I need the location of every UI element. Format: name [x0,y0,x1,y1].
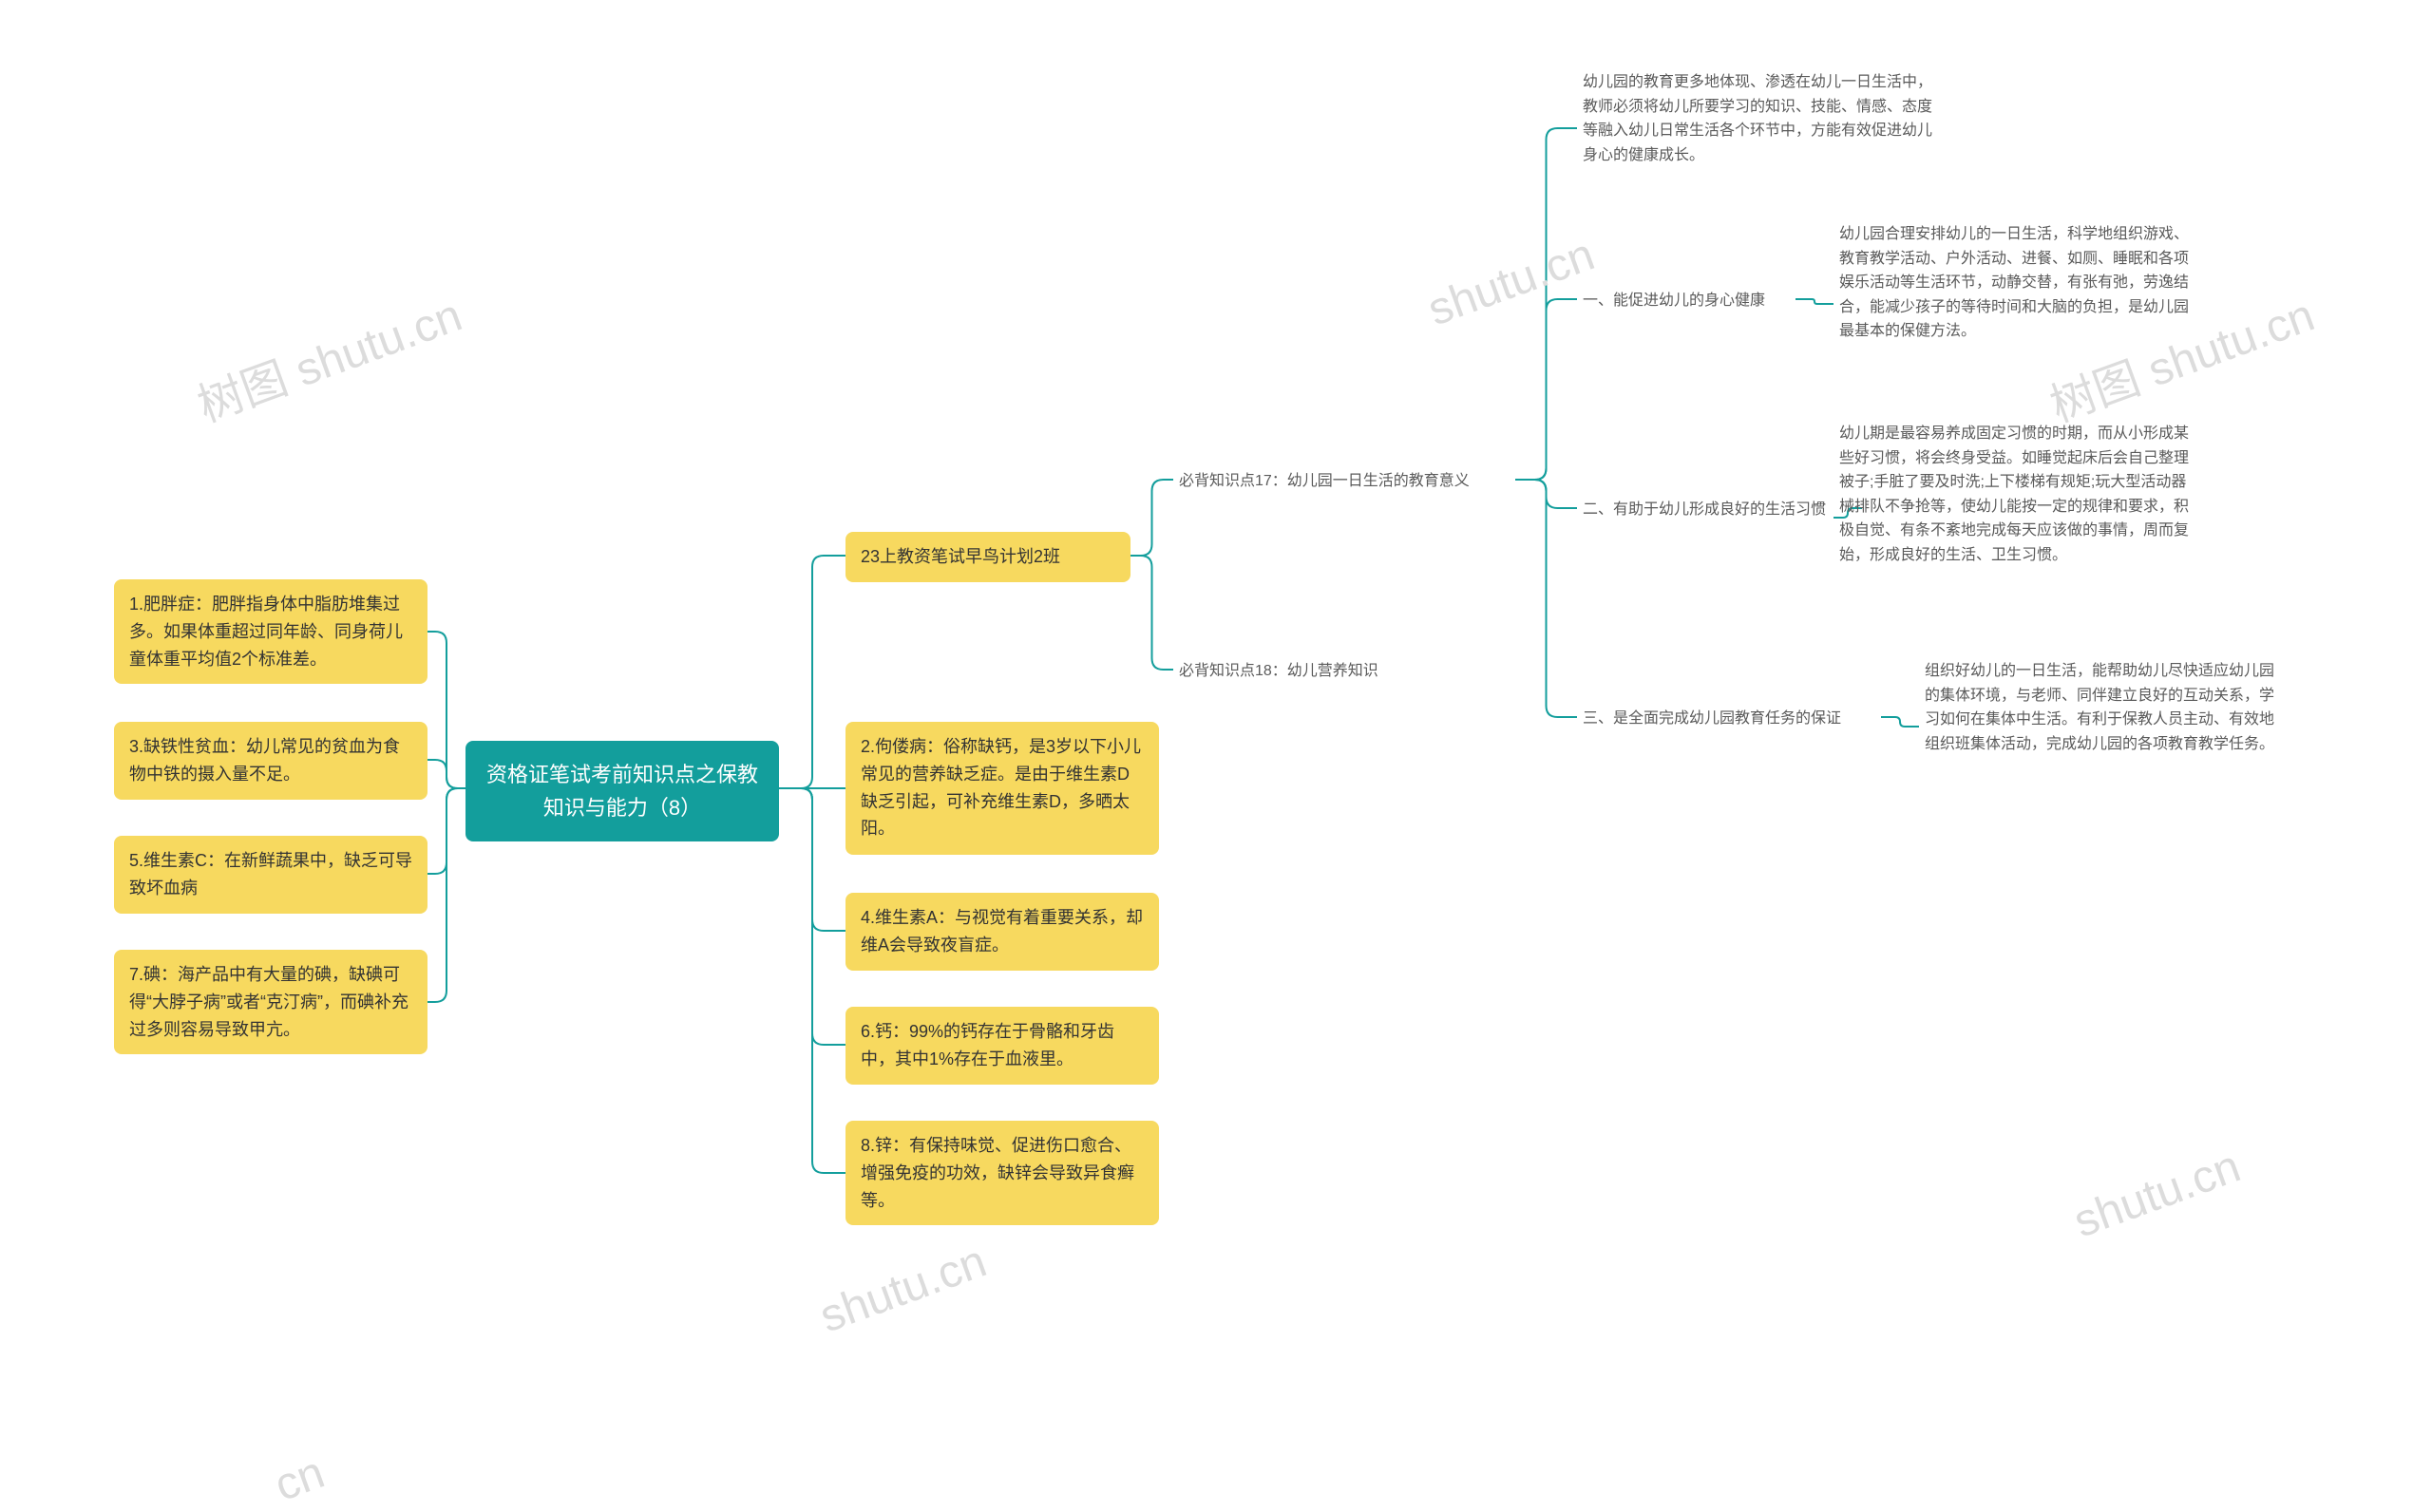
connector [428,632,466,788]
right-node-r8: 8.锌：有保持味觉、促进伤口愈合、增强免疫的功效，缺锌会导致异食癣等。 [846,1121,1159,1225]
plain-node-p17_intro: 幼儿园的教育更多地体现、渗透在幼儿一日生活中，教师必须将幼儿所要学习的知识、技能… [1577,66,1948,190]
plain-node-p17_1_detail: 幼儿园合理安排幼儿的一日生活，科学地组织游戏、教育教学活动、户外活动、进餐、如厕… [1834,218,2204,389]
connector [428,788,466,874]
plain-node-p17_3_label: 三、是全面完成幼儿园教育任务的保证 [1577,703,1881,735]
left-node-l3: 3.缺铁性贫血：幼儿常见的贫血为食物中铁的摄入量不足。 [114,722,428,800]
right-node-r6: 6.钙：99%的钙存在于骨骼和牙齿中，其中1%存在于血液里。 [846,1007,1159,1085]
connector [779,788,846,1173]
connector [1515,480,1577,717]
left-node-l5: 5.维生素C：在新鲜蔬果中，缺乏可导致坏血病 [114,836,428,914]
watermark: shutu.cn [813,1236,993,1344]
connector [1130,480,1173,556]
connector [428,760,466,788]
connector [779,788,846,1045]
connector [779,556,846,788]
watermark: 树图 shutu.cn [187,277,469,434]
plain-node-p17_2_label: 二、有助于幼儿形成良好的生活习惯 [1577,494,1862,526]
connector [1515,299,1577,480]
center-node: 资格证笔试考前知识点之保教知识与能力（8） [466,741,779,841]
plain-node-p17: 必背知识点17：幼儿园一日生活的教育意义 [1173,465,1515,498]
right-node-r2: 2.佝偻病：俗称缺钙，是3岁以下小儿常见的营养缺乏症。是由于维生素D缺乏引起，可… [846,722,1159,855]
connector [1515,128,1577,480]
right-node-r_top: 23上教资笔试早鸟计划2班 [846,532,1130,582]
connector [1881,717,1919,727]
connector [1515,480,1577,508]
watermark: shutu.cn [1421,229,1601,337]
right-node-r4: 4.维生素A：与视觉有着重要关系，却维A会导致夜盲症。 [846,893,1159,971]
plain-node-p17_3_detail: 组织好幼儿的一日生活，能帮助幼儿尽快适应幼儿园的集体环境，与老师、同伴建立良好的… [1919,655,2290,798]
connector [1130,556,1173,670]
left-node-l1: 1.肥胖症：肥胖指身体中脂肪堆集过多。如果体重超过同年龄、同身荷儿童体重平均值2… [114,579,428,684]
watermark: cn [268,1446,331,1512]
plain-node-p17_2_detail: 幼儿期是最容易养成固定习惯的时期，而从小形成某些好习惯，将会终身受益。如睡觉起床… [1834,418,2204,617]
plain-node-p18: 必背知识点18：幼儿营养知识 [1173,655,1420,688]
connector [428,788,466,1002]
connector [1796,299,1834,304]
connector [779,788,846,931]
plain-node-p17_1_label: 一、能促进幼儿的身心健康 [1577,285,1796,317]
watermark: shutu.cn [2067,1141,2247,1249]
left-node-l7: 7.碘：海产品中有大量的碘，缺碘可得“大脖子病”或者“克汀病”，而碘补充过多则容… [114,950,428,1054]
